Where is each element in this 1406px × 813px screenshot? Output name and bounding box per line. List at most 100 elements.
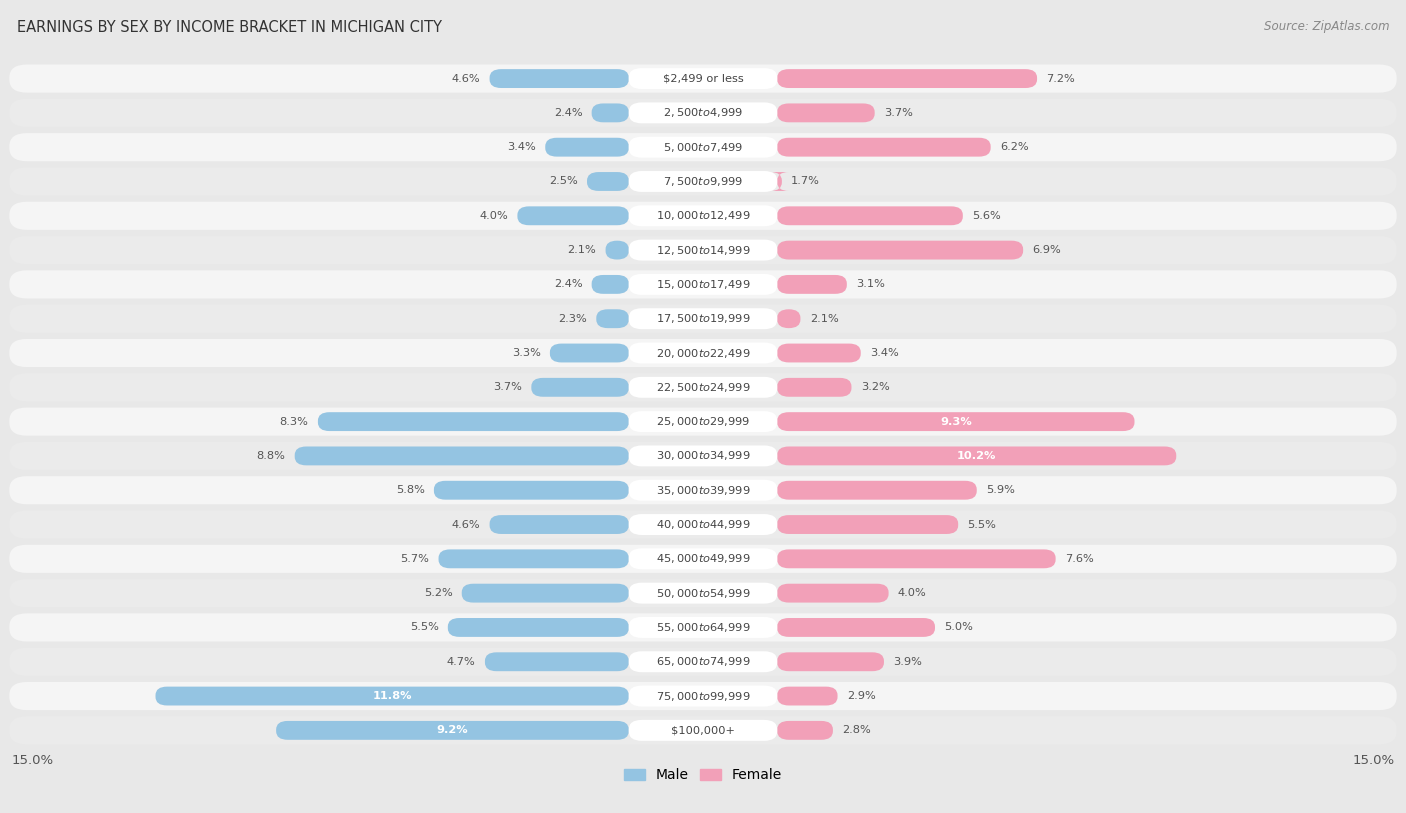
FancyBboxPatch shape	[461, 584, 628, 602]
FancyBboxPatch shape	[778, 618, 935, 637]
FancyBboxPatch shape	[778, 515, 959, 534]
FancyBboxPatch shape	[10, 613, 1396, 641]
FancyBboxPatch shape	[447, 618, 628, 637]
FancyBboxPatch shape	[546, 137, 628, 157]
Text: 4.6%: 4.6%	[451, 73, 481, 84]
FancyBboxPatch shape	[628, 514, 778, 535]
FancyBboxPatch shape	[10, 476, 1396, 504]
Text: $7,500 to $9,999: $7,500 to $9,999	[664, 175, 742, 188]
Text: 15.0%: 15.0%	[1353, 754, 1395, 767]
Text: 6.9%: 6.9%	[1032, 245, 1062, 255]
FancyBboxPatch shape	[628, 617, 778, 638]
Text: 3.7%: 3.7%	[884, 108, 912, 118]
Legend: Male, Female: Male, Female	[619, 763, 787, 788]
FancyBboxPatch shape	[592, 103, 628, 122]
FancyBboxPatch shape	[588, 172, 628, 191]
FancyBboxPatch shape	[156, 687, 628, 706]
FancyBboxPatch shape	[778, 721, 832, 740]
FancyBboxPatch shape	[628, 583, 778, 603]
FancyBboxPatch shape	[439, 550, 628, 568]
FancyBboxPatch shape	[628, 102, 778, 124]
FancyBboxPatch shape	[10, 339, 1396, 367]
Text: 5.7%: 5.7%	[401, 554, 429, 564]
Text: 5.0%: 5.0%	[945, 623, 973, 633]
Text: 2.4%: 2.4%	[554, 108, 582, 118]
Text: $10,000 to $12,499: $10,000 to $12,499	[655, 209, 751, 222]
FancyBboxPatch shape	[778, 446, 1177, 465]
FancyBboxPatch shape	[10, 99, 1396, 127]
FancyBboxPatch shape	[778, 412, 1135, 431]
Text: 2.8%: 2.8%	[842, 725, 870, 736]
Text: 8.3%: 8.3%	[280, 416, 308, 427]
FancyBboxPatch shape	[10, 545, 1396, 573]
Text: 3.3%: 3.3%	[512, 348, 540, 358]
Text: 4.6%: 4.6%	[451, 520, 481, 529]
Text: $5,000 to $7,499: $5,000 to $7,499	[664, 141, 742, 154]
FancyBboxPatch shape	[628, 274, 778, 295]
Text: 4.0%: 4.0%	[479, 211, 508, 221]
FancyBboxPatch shape	[778, 378, 852, 397]
FancyBboxPatch shape	[770, 172, 789, 191]
FancyBboxPatch shape	[628, 171, 778, 192]
FancyBboxPatch shape	[778, 480, 977, 500]
FancyBboxPatch shape	[628, 651, 778, 672]
Text: 4.7%: 4.7%	[447, 657, 475, 667]
Text: 9.2%: 9.2%	[437, 725, 468, 736]
FancyBboxPatch shape	[778, 207, 963, 225]
FancyBboxPatch shape	[596, 309, 628, 328]
FancyBboxPatch shape	[10, 167, 1396, 196]
FancyBboxPatch shape	[778, 137, 991, 157]
Text: 8.8%: 8.8%	[256, 451, 285, 461]
FancyBboxPatch shape	[517, 207, 628, 225]
Text: 7.6%: 7.6%	[1064, 554, 1094, 564]
Text: $12,500 to $14,999: $12,500 to $14,999	[655, 244, 751, 257]
FancyBboxPatch shape	[778, 652, 884, 672]
Text: $22,500 to $24,999: $22,500 to $24,999	[655, 380, 751, 393]
Text: 5.2%: 5.2%	[423, 588, 453, 598]
FancyBboxPatch shape	[778, 241, 1024, 259]
FancyBboxPatch shape	[778, 103, 875, 122]
FancyBboxPatch shape	[778, 69, 1038, 88]
Text: 4.0%: 4.0%	[898, 588, 927, 598]
FancyBboxPatch shape	[606, 241, 628, 259]
Text: 2.1%: 2.1%	[810, 314, 838, 324]
FancyBboxPatch shape	[489, 515, 628, 534]
Text: 5.5%: 5.5%	[409, 623, 439, 633]
Text: 5.5%: 5.5%	[967, 520, 997, 529]
Text: 3.1%: 3.1%	[856, 280, 884, 289]
Text: 2.3%: 2.3%	[558, 314, 588, 324]
Text: 10.2%: 10.2%	[957, 451, 997, 461]
Text: 2.4%: 2.4%	[554, 280, 582, 289]
FancyBboxPatch shape	[628, 206, 778, 226]
Text: 6.2%: 6.2%	[1000, 142, 1029, 152]
FancyBboxPatch shape	[628, 377, 778, 398]
FancyBboxPatch shape	[778, 584, 889, 602]
Text: $2,499 or less: $2,499 or less	[662, 73, 744, 84]
Text: $100,000+: $100,000+	[671, 725, 735, 736]
Text: 7.2%: 7.2%	[1046, 73, 1076, 84]
FancyBboxPatch shape	[10, 441, 1396, 470]
FancyBboxPatch shape	[10, 648, 1396, 676]
Text: 3.7%: 3.7%	[494, 382, 522, 393]
Text: 5.9%: 5.9%	[986, 485, 1015, 495]
FancyBboxPatch shape	[778, 687, 838, 706]
Text: Source: ZipAtlas.com: Source: ZipAtlas.com	[1264, 20, 1389, 33]
FancyBboxPatch shape	[10, 202, 1396, 230]
Text: $50,000 to $54,999: $50,000 to $54,999	[655, 587, 751, 600]
FancyBboxPatch shape	[10, 373, 1396, 402]
FancyBboxPatch shape	[628, 480, 778, 501]
FancyBboxPatch shape	[628, 446, 778, 467]
FancyBboxPatch shape	[434, 480, 628, 500]
Text: $2,500 to $4,999: $2,500 to $4,999	[664, 107, 742, 120]
Text: $40,000 to $44,999: $40,000 to $44,999	[655, 518, 751, 531]
Text: $17,500 to $19,999: $17,500 to $19,999	[655, 312, 751, 325]
FancyBboxPatch shape	[10, 133, 1396, 161]
Text: $75,000 to $99,999: $75,000 to $99,999	[655, 689, 751, 702]
Text: $55,000 to $64,999: $55,000 to $64,999	[655, 621, 751, 634]
Text: $25,000 to $29,999: $25,000 to $29,999	[655, 415, 751, 428]
Text: 1.7%: 1.7%	[792, 176, 820, 186]
FancyBboxPatch shape	[628, 720, 778, 741]
FancyBboxPatch shape	[295, 446, 628, 465]
Text: 15.0%: 15.0%	[11, 754, 53, 767]
FancyBboxPatch shape	[628, 685, 778, 706]
